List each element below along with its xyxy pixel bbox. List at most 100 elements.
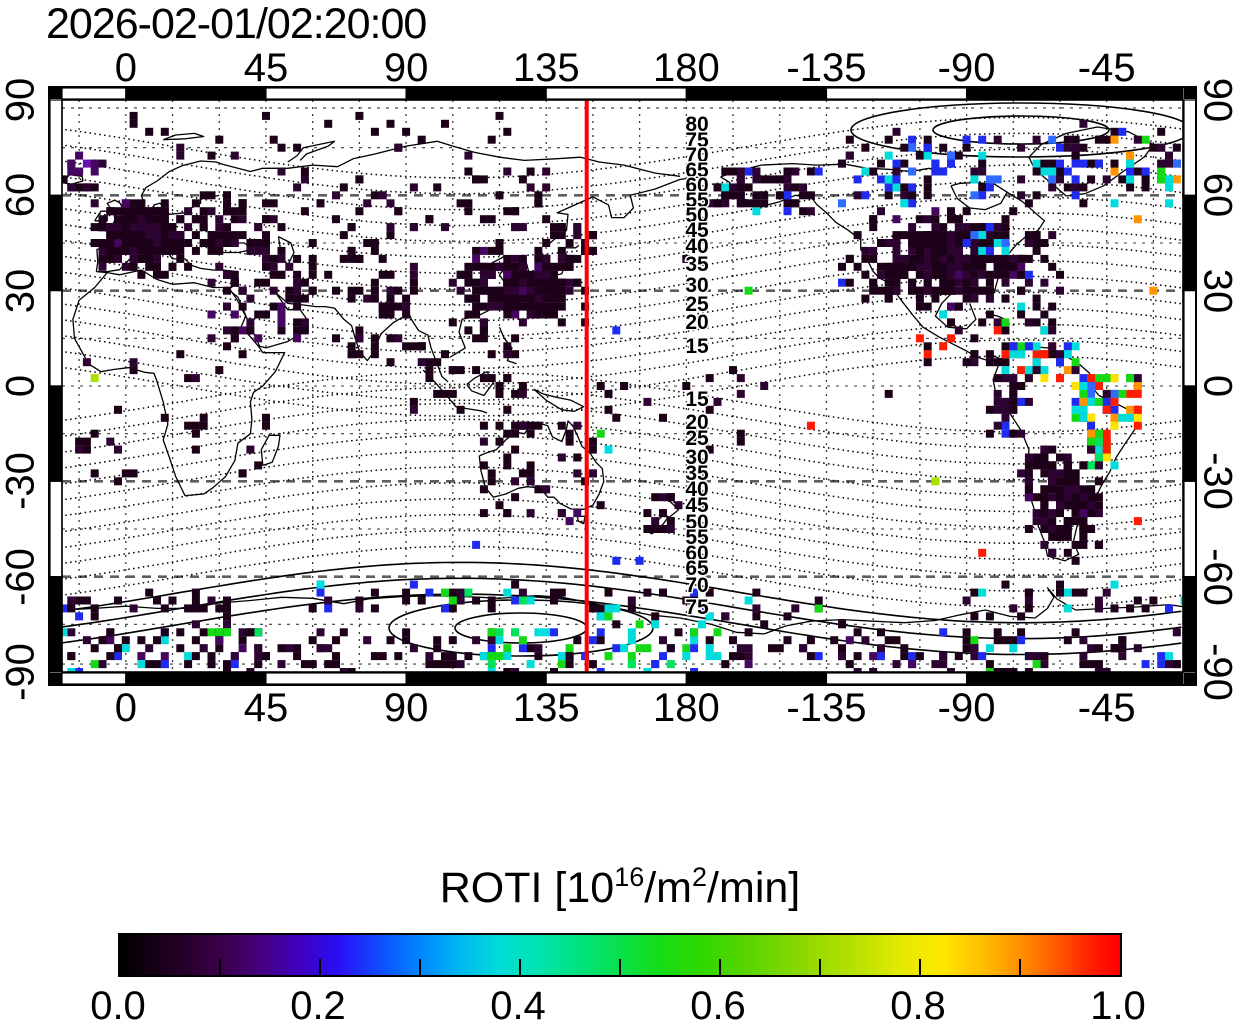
roti-data-point bbox=[98, 223, 107, 232]
roti-data-point bbox=[153, 660, 161, 669]
roti-data-point bbox=[448, 318, 457, 327]
roti-data-point bbox=[1063, 493, 1072, 502]
roti-data-point bbox=[588, 660, 597, 669]
roti-data-point bbox=[1133, 215, 1142, 224]
roti-data-point bbox=[557, 262, 566, 271]
roti-data-point bbox=[923, 191, 932, 200]
roti-data-point bbox=[324, 604, 333, 613]
maglat-contour-south bbox=[62, 434, 1182, 497]
roti-data-point bbox=[985, 294, 994, 303]
roti-data-point bbox=[962, 628, 971, 637]
roti-data-point bbox=[978, 262, 987, 271]
roti-data-point bbox=[75, 437, 84, 446]
roti-data-point bbox=[1017, 636, 1026, 645]
frame-segment bbox=[825, 87, 968, 100]
roti-data-point bbox=[121, 223, 130, 232]
roti-data-point bbox=[518, 254, 527, 263]
roti-data-point bbox=[230, 652, 239, 661]
roti-data-point bbox=[970, 294, 979, 303]
roti-data-point bbox=[1172, 143, 1181, 152]
roti-data-point bbox=[643, 644, 652, 653]
roti-data-point bbox=[441, 119, 449, 128]
roti-data-point bbox=[1001, 429, 1010, 438]
roti-data-point bbox=[511, 477, 520, 486]
roti-data-point bbox=[153, 270, 161, 279]
roti-data-point bbox=[908, 239, 917, 247]
roti-data-point bbox=[542, 183, 551, 192]
roti-data-point bbox=[145, 660, 154, 669]
roti-data-point bbox=[666, 525, 675, 533]
roti-data-point bbox=[534, 644, 543, 653]
roti-data-point bbox=[254, 310, 263, 319]
roti-data-point bbox=[129, 119, 138, 128]
roti-data-point bbox=[744, 660, 753, 669]
roti-data-point bbox=[1102, 437, 1111, 446]
roti-data-point bbox=[308, 604, 317, 613]
roti-data-point bbox=[1048, 469, 1057, 478]
roti-data-point bbox=[705, 588, 714, 597]
roti-data-point bbox=[191, 604, 200, 613]
roti-data-point bbox=[970, 612, 979, 621]
maglat-contour-label: 50 bbox=[685, 511, 708, 534]
roti-data-point bbox=[207, 207, 216, 216]
roti-data-point bbox=[129, 254, 138, 263]
roti-data-point bbox=[1001, 278, 1010, 287]
roti-data-point bbox=[892, 239, 901, 247]
roti-data-point bbox=[503, 405, 512, 414]
roti-data-point bbox=[495, 262, 504, 271]
roti-data-point bbox=[300, 175, 309, 184]
roti-data-point bbox=[1094, 509, 1103, 518]
roti-data-point bbox=[1063, 135, 1072, 144]
roti-data-point bbox=[1032, 294, 1041, 303]
roti-data-point bbox=[184, 660, 193, 669]
roti-data-point bbox=[939, 254, 948, 263]
roti-data-point bbox=[207, 278, 216, 287]
roti-data-point bbox=[1009, 382, 1018, 390]
roti-data-point bbox=[892, 215, 901, 224]
colorbar-title-sup-exponent: 16 bbox=[614, 862, 645, 892]
roti-data-point bbox=[1165, 183, 1173, 192]
roti-data-point bbox=[472, 262, 481, 271]
roti-data-point bbox=[1079, 660, 1088, 669]
roti-data-point bbox=[67, 652, 76, 661]
frame-segment bbox=[49, 480, 63, 578]
roti-data-point bbox=[106, 223, 115, 232]
roti-data-point bbox=[223, 628, 231, 637]
roti-data-point bbox=[1133, 135, 1142, 144]
colorbar-tick-label: 0.8 bbox=[890, 984, 946, 1024]
roti-data-point bbox=[1048, 318, 1057, 327]
roti-data-point bbox=[1048, 135, 1057, 144]
roti-data-point bbox=[923, 286, 932, 295]
roti-data-point bbox=[993, 262, 1002, 271]
roti-data-point bbox=[1040, 493, 1049, 502]
roti-data-point bbox=[947, 246, 955, 255]
roti-data-point bbox=[386, 302, 395, 311]
roti-data-point bbox=[666, 493, 675, 502]
roti-data-point bbox=[939, 167, 948, 176]
roti-data-point bbox=[690, 437, 699, 446]
roti-data-point bbox=[736, 183, 745, 192]
roti-data-point bbox=[892, 231, 901, 240]
roti-data-point bbox=[1133, 382, 1142, 390]
roti-data-point bbox=[900, 183, 909, 192]
roti-data-point bbox=[1056, 374, 1064, 383]
roti-data-point bbox=[892, 254, 901, 263]
roti-data-point bbox=[526, 286, 535, 295]
roti-data-point bbox=[1017, 429, 1026, 438]
roti-data-point bbox=[908, 254, 917, 263]
roti-data-point bbox=[526, 461, 535, 470]
roti-data-point bbox=[67, 159, 76, 168]
coastline bbox=[533, 388, 585, 413]
maglat-contour-north bbox=[62, 307, 1182, 370]
frame-corner bbox=[1184, 88, 1196, 99]
roti-data-point bbox=[464, 278, 473, 287]
roti-data-point bbox=[62, 628, 68, 637]
roti-data-point bbox=[877, 652, 885, 661]
roti-data-point bbox=[332, 286, 340, 295]
roti-data-point bbox=[355, 175, 364, 184]
roti-data-point bbox=[145, 207, 154, 216]
roti-data-point bbox=[1149, 596, 1158, 605]
roti-data-point bbox=[153, 636, 161, 645]
roti-data-point bbox=[1056, 588, 1064, 597]
roti-data-point bbox=[970, 636, 979, 645]
